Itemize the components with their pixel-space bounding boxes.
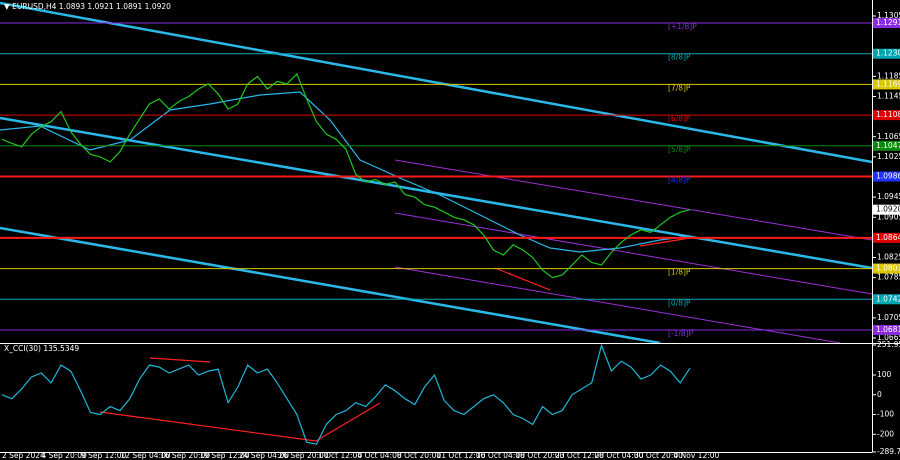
level-label: 1.0986 xyxy=(876,171,900,180)
y-tick-label: 0 xyxy=(877,390,882,399)
last-price-label: 1.0920 xyxy=(876,205,900,214)
last-price-box xyxy=(873,204,900,215)
x-tick-label: 18 Oct 20:00 xyxy=(516,451,565,460)
x-tick-label: 26 Sep 20:00 xyxy=(279,451,329,460)
moving-average xyxy=(0,91,691,253)
divergence-line xyxy=(639,237,691,247)
level-box xyxy=(873,110,900,121)
y-tick-label: 1.1065 xyxy=(877,132,900,141)
level-label: 1.1169 xyxy=(876,79,900,88)
y-tick-label: 1.0705 xyxy=(877,313,900,322)
divergence-line xyxy=(149,357,211,363)
x-tick-label: 2 Sep 2024 xyxy=(2,451,45,460)
indicator-title: X_CCI(30) 135.5349 xyxy=(4,344,79,353)
y-tick-label: 251.9533 xyxy=(877,340,900,349)
channel-line xyxy=(0,1,873,164)
level-box xyxy=(873,263,900,274)
x-tick-label: 4 Nov 12:00 xyxy=(674,451,720,460)
level-box xyxy=(873,171,900,182)
y-tick-label: -200 xyxy=(877,429,894,438)
y-tick-label: 1.1025 xyxy=(877,152,900,161)
level-name: [4/8]P xyxy=(668,175,691,184)
channel-line xyxy=(0,226,661,345)
level-label: 1.0803 xyxy=(876,264,900,273)
level-box xyxy=(873,79,900,90)
chart-title: ▼ EURUSD,H4 1.0893 1.0921 1.0891 1.0920 xyxy=(4,2,171,11)
price-line xyxy=(1,72,691,279)
x-tick-label: 28 Oct 04:00 xyxy=(595,451,644,460)
level-box xyxy=(873,48,900,59)
x-tick-label: 23 Oct 12:00 xyxy=(555,451,604,460)
x-tick-label: 24 Sep 04:00 xyxy=(239,451,289,460)
x-tick-label: 8 Oct 20:00 xyxy=(397,451,441,460)
y-tick-label: 1.1185 xyxy=(877,71,900,80)
y-tick-label: 1.0945 xyxy=(877,192,900,201)
x-tick-label: 16 Oct 04:00 xyxy=(476,451,525,460)
x-tick-label: 16 Sep 20:00 xyxy=(160,451,210,460)
level-box xyxy=(873,324,900,335)
channels xyxy=(0,1,873,442)
divergence-line xyxy=(494,267,551,291)
y-tick-label: 100 xyxy=(877,370,892,379)
x-tick-label: 11 Oct 12:00 xyxy=(437,451,486,460)
level-label: 1.0742 xyxy=(876,294,900,303)
level-box xyxy=(873,232,900,243)
level-label: 1.1230 xyxy=(876,49,900,58)
level-label: 1.1108 xyxy=(876,110,900,119)
divergence-line xyxy=(315,402,381,442)
x-tick-label: 4 Oct 04:00 xyxy=(358,451,402,460)
price-line xyxy=(1,343,691,445)
divergence-line xyxy=(99,411,317,442)
y-tick-label: -289.734 xyxy=(877,447,900,456)
level-label: 1.0864 xyxy=(876,233,900,242)
level-name: [8/8]P xyxy=(668,53,691,62)
regression-line xyxy=(394,212,873,295)
x-tick-label: 30 Oct 20:00 xyxy=(634,451,683,460)
regression-line xyxy=(394,159,873,241)
y-tick-label: 1.0785 xyxy=(877,273,900,282)
y-tick-label: 1.0905 xyxy=(877,212,900,221)
level-name: [1/8]P xyxy=(668,268,691,277)
x-tick-label: 1 Oct 12:00 xyxy=(318,451,362,460)
level-name: [5/8]P xyxy=(668,145,691,154)
x-tick-label: 9 Sep 12:00 xyxy=(81,451,127,460)
y-tick-label: -100 xyxy=(877,410,894,419)
y-tick-label: 1.0825 xyxy=(877,253,900,262)
x-tick-label: 19 Sep 12:00 xyxy=(200,451,250,460)
y-tick-label: 1.1145 xyxy=(877,92,900,101)
level-label: 1.1047 xyxy=(876,141,900,150)
level-name: [0/8]P xyxy=(668,298,691,307)
level-name: [+1/8]P xyxy=(668,22,697,31)
level-name: [-1/8]P xyxy=(668,329,694,338)
y-tick-label: 1.0665 xyxy=(877,333,900,342)
level-box xyxy=(873,18,900,29)
y-tick-label: 1.1305 xyxy=(877,11,900,20)
x-tick-label: 4 Sep 20:00 xyxy=(42,451,88,460)
x-tick-label: 12 Sep 04:00 xyxy=(121,451,171,460)
level-name: [7/8]P xyxy=(668,83,691,92)
level-label: 1.0681 xyxy=(876,325,900,334)
level-name: [6/8]P xyxy=(668,114,691,123)
level-label: 1.1291 xyxy=(876,18,900,27)
level-box xyxy=(873,294,900,305)
level-box xyxy=(873,140,900,151)
